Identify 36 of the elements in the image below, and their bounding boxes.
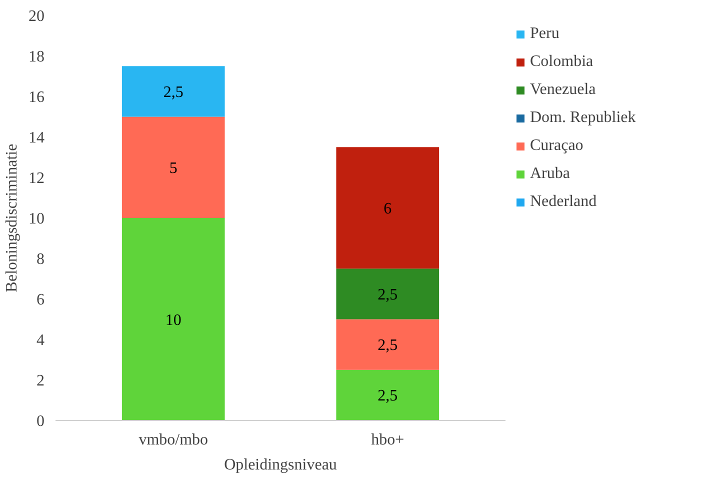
data-label: 10 <box>165 312 182 329</box>
bar <box>122 218 225 420</box>
legend-label: Curaçao <box>530 137 584 155</box>
y-tick-label: 10 <box>28 210 44 228</box>
legend-label: Dom. Republiek <box>530 109 636 127</box>
bar <box>122 116 225 218</box>
x-tick-label: vmbo/mbo <box>138 432 208 448</box>
y-tick-label: 0 <box>36 413 44 430</box>
y-tick-label: 4 <box>36 332 44 349</box>
legend-label: Colombia <box>530 53 594 71</box>
x-axis-title: Opleidingsniveau <box>224 456 337 474</box>
data-label: 2,5 <box>378 388 398 405</box>
y-tick-label: 2 <box>36 372 44 390</box>
data-label: 2,5 <box>163 84 184 101</box>
legend-label: Peru <box>530 25 560 43</box>
data-label: 6 <box>384 200 392 218</box>
legend-label: Aruba <box>530 165 570 183</box>
bar <box>122 66 225 117</box>
data-label: 2,5 <box>378 286 398 304</box>
y-tick-label: 18 <box>28 48 44 66</box>
y-tick-label: 6 <box>36 292 44 308</box>
bar <box>336 370 440 420</box>
y-tick-label: 14 <box>28 130 44 146</box>
y-tick-label: 20 <box>28 8 44 25</box>
bar <box>336 268 440 320</box>
y-tick-label: 16 <box>28 89 44 106</box>
bar <box>336 319 440 370</box>
legend-label: Nederland <box>530 193 597 211</box>
data-label: 5 <box>169 160 178 177</box>
y-axis-title: Beloningsdiscriminatie <box>4 144 20 292</box>
bar <box>336 147 440 269</box>
y-tick-label: 12 <box>28 170 44 187</box>
y-tick-label: 8 <box>36 251 44 268</box>
legend-label: Venezuela <box>530 81 596 99</box>
data-label: 2,5 <box>378 337 398 354</box>
x-tick-label: hbo+ <box>371 432 404 448</box>
